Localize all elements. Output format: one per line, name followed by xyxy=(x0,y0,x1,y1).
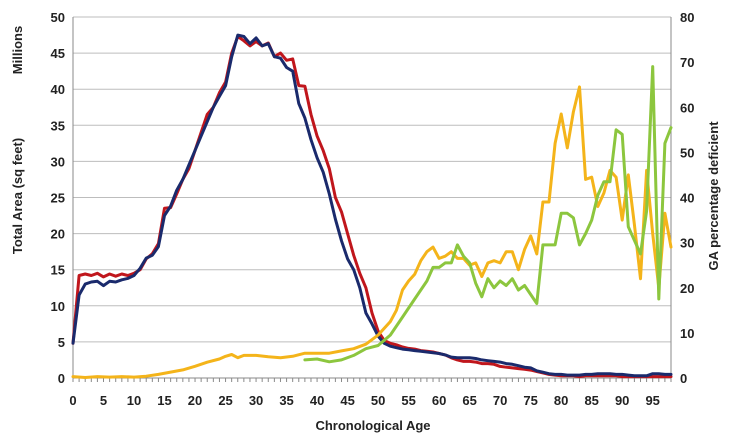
y-tick-label: 15 xyxy=(51,263,65,278)
y2-tick-label: 20 xyxy=(680,281,694,296)
x-tick-label: 95 xyxy=(645,393,659,408)
y-axis-title: Total Area (sq feet) xyxy=(10,138,25,254)
x-tick-label: 45 xyxy=(340,393,354,408)
x-tick-label: 30 xyxy=(249,393,263,408)
y2-tick-label: 80 xyxy=(680,10,694,25)
x-tick-label: 50 xyxy=(371,393,385,408)
x-tick-label: 90 xyxy=(615,393,629,408)
x-tick-label: 40 xyxy=(310,393,324,408)
y-tick-label: 10 xyxy=(51,299,65,314)
y-tick-label: 25 xyxy=(51,191,65,206)
x-tick-label: 35 xyxy=(279,393,293,408)
y-tick-label: 30 xyxy=(51,154,65,169)
x-tick-label: 10 xyxy=(127,393,141,408)
series-line-4 xyxy=(303,65,673,364)
y-tick-label: 20 xyxy=(51,227,65,242)
tick-labels: 0 5 10 15 20 25 30 35 40 45 50 0 10 20 30 40 50 60 70 80 0 5 1… xyxy=(51,10,695,408)
y2-axis-title: GA percentage deficient xyxy=(706,121,721,271)
series-group xyxy=(71,33,673,379)
x-tick-label: 20 xyxy=(188,393,202,408)
gridlines xyxy=(73,16,671,343)
x-tick-label: 15 xyxy=(157,393,171,408)
y2-tick-label: 60 xyxy=(680,100,694,115)
y2-tick-label: 50 xyxy=(680,145,694,160)
y-tick-label: 5 xyxy=(58,335,65,350)
y2-tick-label: 70 xyxy=(680,55,694,70)
y-tick-label: 50 xyxy=(51,10,65,25)
x-tick-label: 55 xyxy=(401,393,415,408)
series-line-2 xyxy=(71,33,673,378)
x-tick-label: 0 xyxy=(69,393,76,408)
x-tick-label: 65 xyxy=(462,393,476,408)
axes xyxy=(72,17,672,382)
y2-tick-label: 40 xyxy=(680,191,694,206)
x-tick-label: 60 xyxy=(432,393,446,408)
x-tick-label: 75 xyxy=(523,393,537,408)
x-axis-title: Chronological Age xyxy=(315,418,430,433)
y-tick-label: 40 xyxy=(51,82,65,97)
y2-tick-label: 30 xyxy=(680,236,694,251)
x-tick-label: 80 xyxy=(554,393,568,408)
y2-tick-label: 0 xyxy=(680,371,687,386)
x-tick-label: 85 xyxy=(584,393,598,408)
y-tick-label: 35 xyxy=(51,118,65,133)
series-line-3 xyxy=(71,85,673,379)
y-tick-label: 0 xyxy=(58,371,65,386)
y-axis-units-label: Millions xyxy=(10,26,25,74)
x-tick-label: 25 xyxy=(218,393,232,408)
x-tick-label: 5 xyxy=(100,393,107,408)
y-tick-label: 45 xyxy=(51,46,65,61)
y2-tick-label: 10 xyxy=(680,326,694,341)
x-tick-label: 70 xyxy=(493,393,507,408)
